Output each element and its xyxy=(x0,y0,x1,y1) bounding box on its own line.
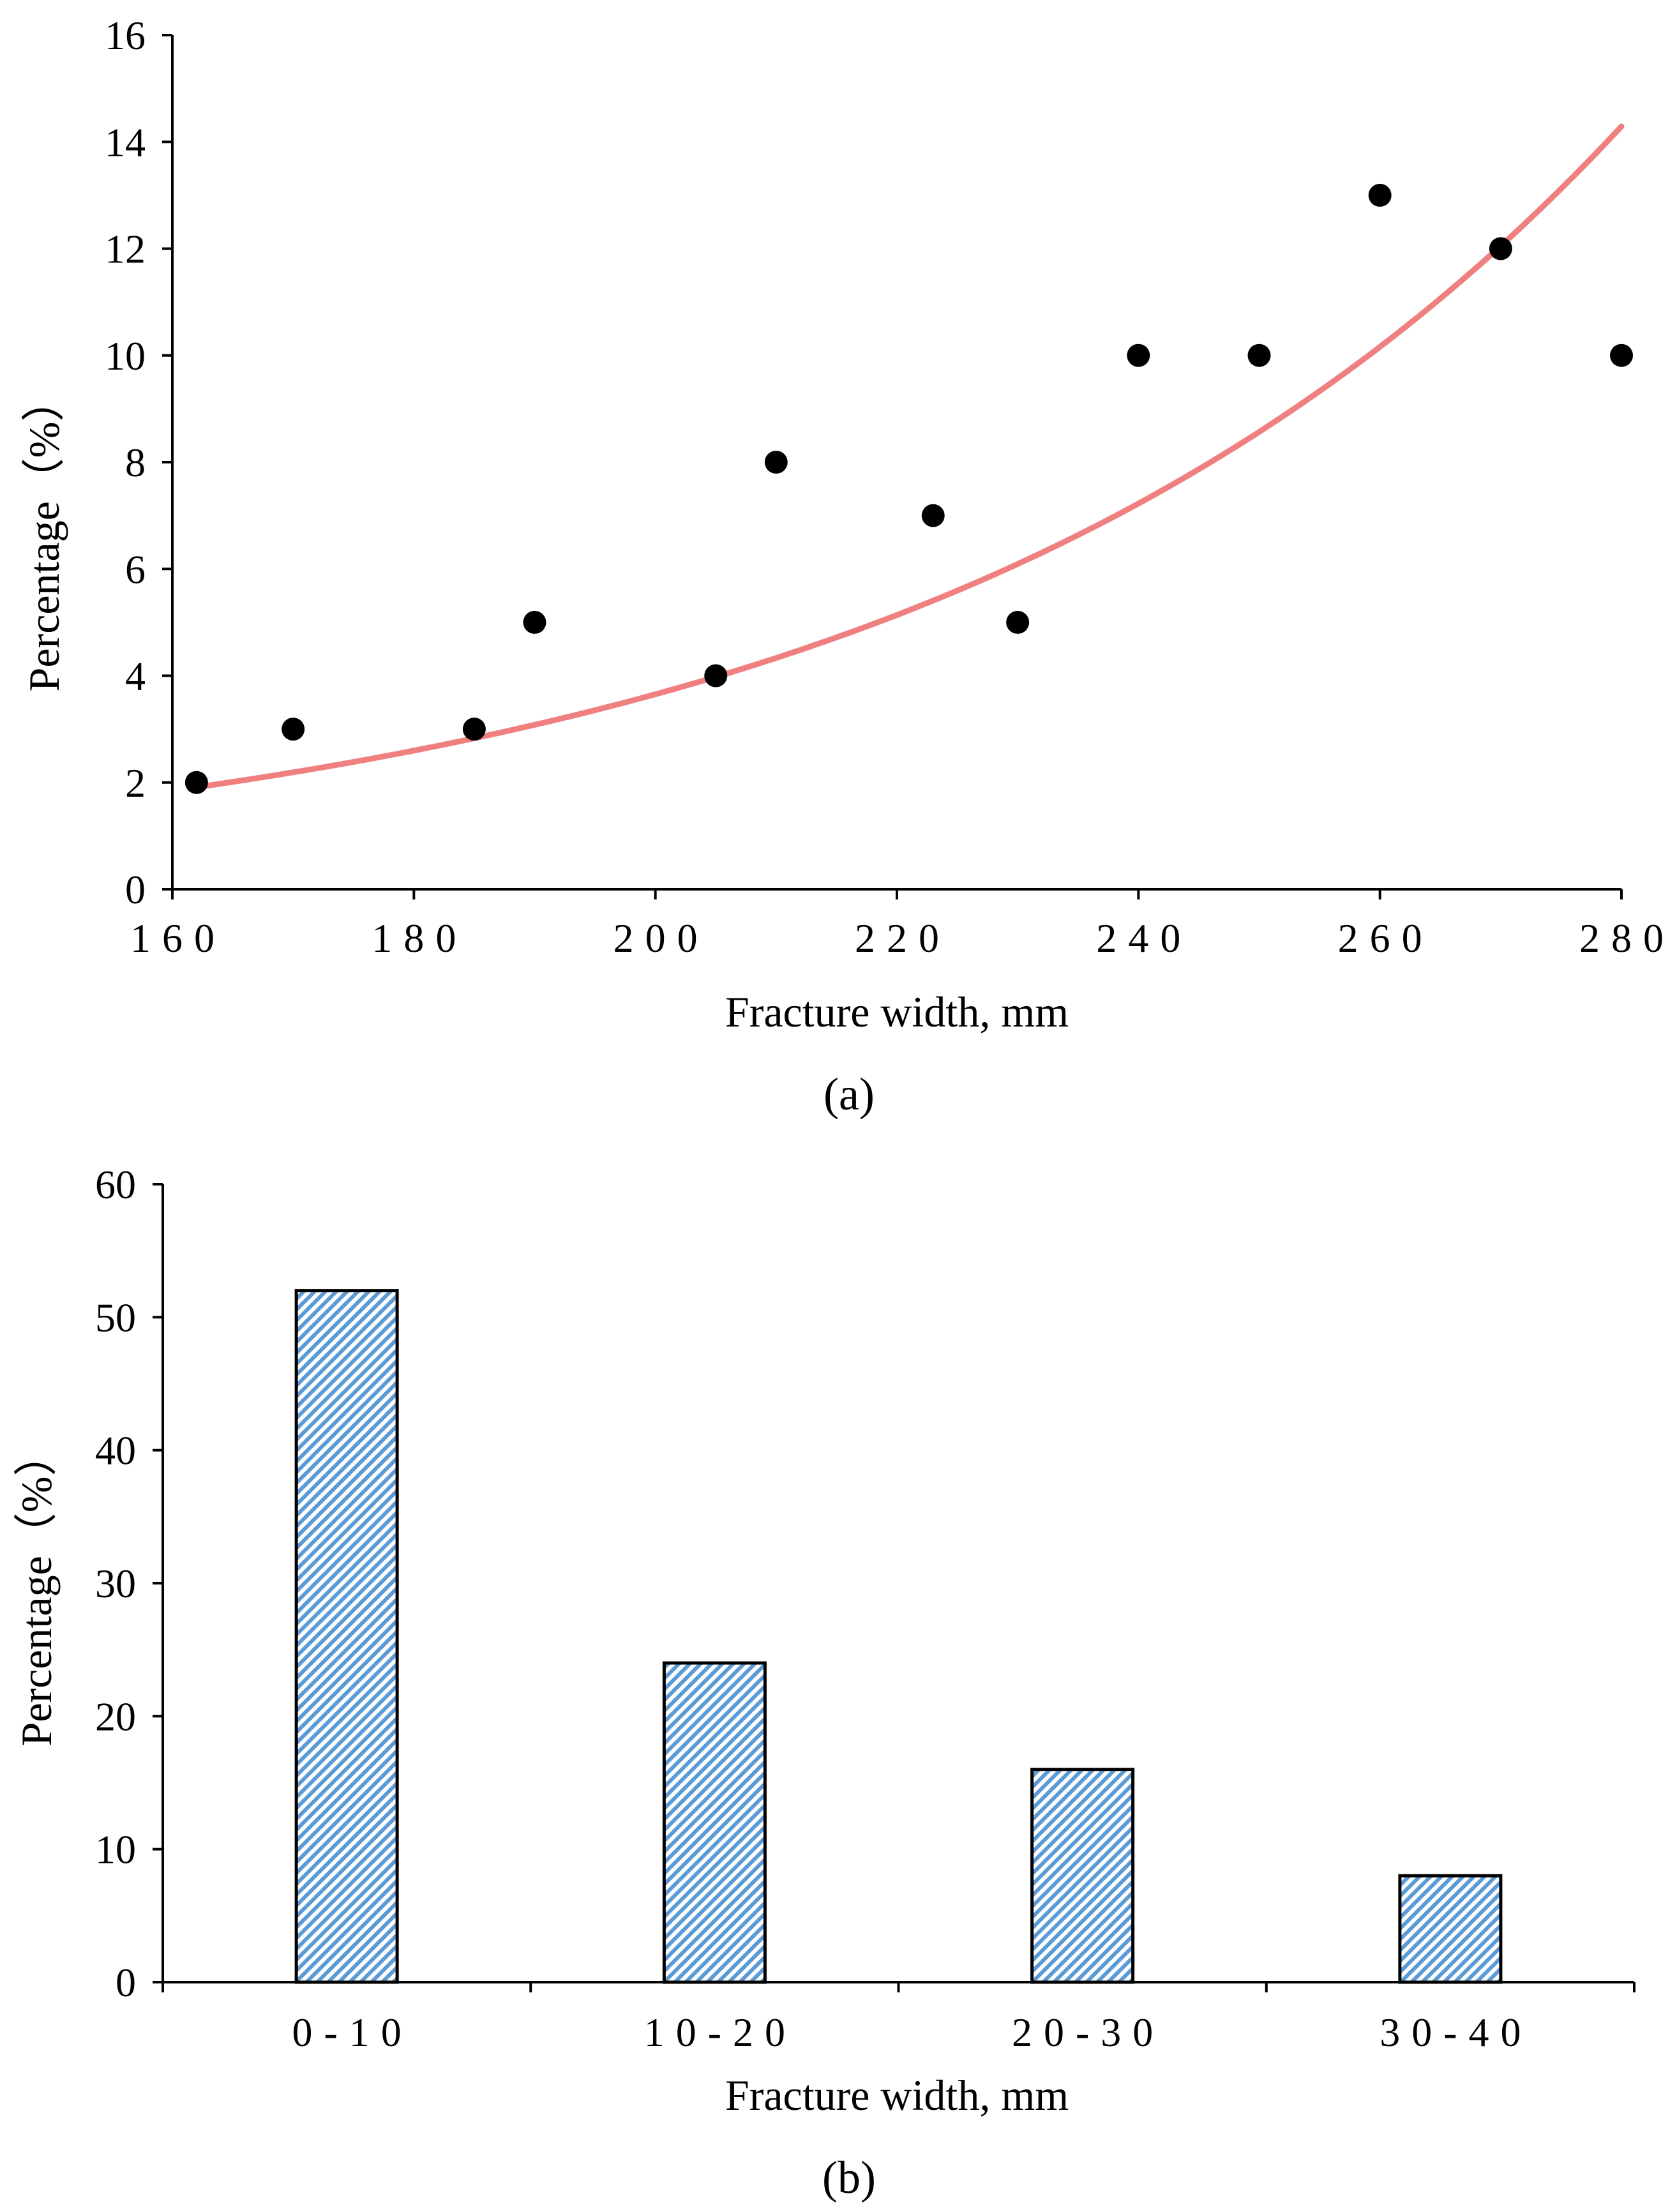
chart-b-y-ticks: 0 10 20 30 40 50 60 xyxy=(95,1162,163,2005)
chart-b-bar xyxy=(294,1289,399,1984)
chart-b-y-tick-label: 10 xyxy=(95,1827,136,1872)
chart-a-scatter: 0 2 4 6 8 10 12 14 16 160 180 200 220 240 260 280 Frac… xyxy=(20,13,1675,1120)
chart-b-x-tick-label: 10-20 xyxy=(644,2010,797,2055)
chart-a-y-ticks: 0 2 4 6 8 10 12 14 16 xyxy=(105,13,172,912)
chart-a-data-point xyxy=(704,664,728,688)
chart-a-data-point xyxy=(282,718,305,741)
chart-b-x-tick-label: 20-30 xyxy=(1012,2010,1164,2055)
chart-b-y-tick-label: 0 xyxy=(116,1960,136,2005)
chart-b-x-tick-label: 30-40 xyxy=(1380,2010,1532,2055)
chart-b-bar xyxy=(662,1661,767,1984)
chart-a-data-point xyxy=(1247,343,1271,367)
chart-a-points xyxy=(184,183,1633,794)
chart-a-y-tick-label: 2 xyxy=(125,760,146,806)
chart-a-y-tick-label: 4 xyxy=(125,654,146,699)
chart-a-data-point xyxy=(184,771,208,794)
chart-b-x-axis-title: Fracture width, mm xyxy=(725,2071,1069,2119)
chart-a-x-tick-label: 260 xyxy=(1338,915,1434,961)
chart-a-y-tick-label: 0 xyxy=(125,867,146,912)
chart-a-data-point xyxy=(1489,237,1512,260)
chart-a-y-tick-label: 10 xyxy=(105,333,146,379)
chart-a-data-point xyxy=(764,451,788,474)
chart-a-y-tick-label: 12 xyxy=(105,227,146,272)
chart-b-y-axis-title: Percentage（%） xyxy=(12,1433,61,1747)
chart-b-y-tick-label: 50 xyxy=(95,1295,136,1340)
chart-b-bar xyxy=(1030,1768,1135,1984)
chart-a-x-tick-label: 200 xyxy=(613,915,709,961)
chart-a-x-tick-label: 280 xyxy=(1579,915,1675,961)
chart-b-x-ticks: 0-10 10-20 20-30 30-40 xyxy=(162,1982,1636,2055)
chart-a-data-point xyxy=(1368,183,1392,207)
chart-a-y-tick-label: 6 xyxy=(125,546,146,592)
chart-b-y-tick-label: 30 xyxy=(95,1561,136,1606)
chart-b-y-tick-label: 40 xyxy=(95,1428,136,1473)
chart-b-bar xyxy=(1398,1874,1503,1984)
chart-b-bar: 0 10 20 30 40 50 60 0-10 10-20 20-30 30-40 Fractu… xyxy=(12,1162,1636,2203)
chart-a-data-point xyxy=(921,504,945,527)
chart-a-data-point xyxy=(1006,610,1030,634)
chart-a-data-point xyxy=(523,610,546,634)
chart-a-y-tick-label: 16 xyxy=(105,13,146,58)
chart-b-bars xyxy=(294,1289,1503,1984)
chart-a-y-tick-label: 14 xyxy=(105,119,146,165)
chart-a-data-point xyxy=(1610,343,1633,367)
chart-b-y-tick-label: 60 xyxy=(95,1162,136,1207)
chart-a-axes xyxy=(171,35,1621,891)
chart-b-x-tick-label: 0-10 xyxy=(292,2010,412,2055)
chart-a-y-tick-label: 8 xyxy=(125,440,146,485)
chart-a-x-tick-label: 220 xyxy=(855,915,951,961)
chart-a-trendline xyxy=(193,123,1625,790)
chart-a-x-axis-title: Fracture width, mm xyxy=(725,988,1069,1036)
chart-b-panel-label: (b) xyxy=(822,2152,876,2203)
chart-b-y-tick-label: 20 xyxy=(95,1694,136,1739)
chart-a-x-tick-label: 160 xyxy=(130,915,226,961)
chart-a-data-point xyxy=(1127,343,1150,367)
chart-a-x-tick-label: 240 xyxy=(1096,915,1192,961)
chart-a-x-ticks: 160 180 200 220 240 260 280 xyxy=(130,889,1675,961)
chart-a-y-axis-title: Percentage（%） xyxy=(20,379,68,692)
chart-a-data-point xyxy=(462,718,486,741)
chart-a-panel-label: (a) xyxy=(823,1069,875,1120)
chart-a-x-tick-label: 180 xyxy=(372,915,467,961)
